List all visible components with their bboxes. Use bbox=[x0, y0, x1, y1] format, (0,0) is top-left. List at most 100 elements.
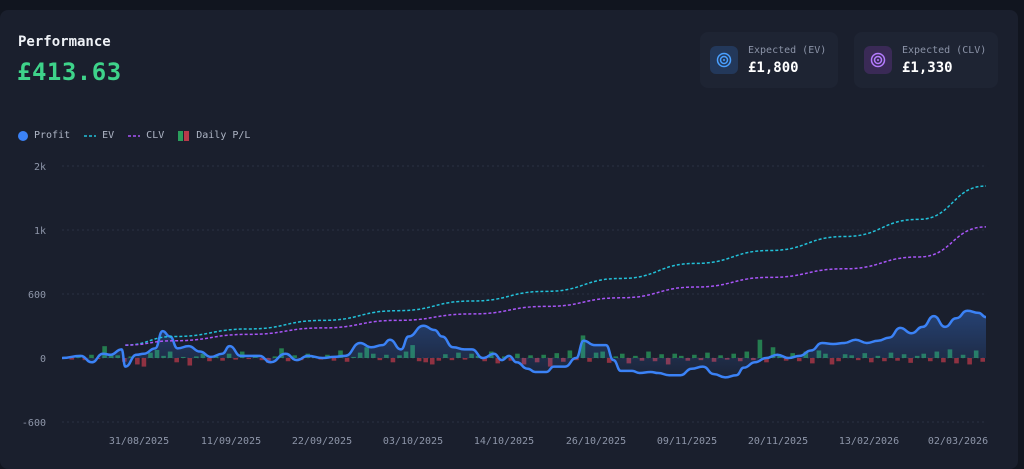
daily-pl-bar bbox=[285, 358, 291, 362]
daily-pl-bar bbox=[810, 358, 815, 364]
y-tick-label: 600 bbox=[28, 290, 46, 301]
profit-value: £413.63 bbox=[17, 58, 122, 86]
daily-pl-bar bbox=[141, 358, 147, 367]
x-tick-label: 31/08/2025 bbox=[109, 436, 169, 447]
daily-pl-bar bbox=[338, 350, 343, 358]
daily-pl-bar bbox=[770, 347, 776, 358]
daily-pl-bar bbox=[587, 358, 592, 362]
x-tick-label: 02/03/2026 bbox=[928, 436, 988, 447]
x-tick-label: 22/09/2025 bbox=[292, 436, 352, 447]
daily-pl-bar bbox=[757, 339, 763, 358]
daily-pl-bar bbox=[495, 358, 501, 364]
daily-pl-bar bbox=[967, 358, 972, 365]
daily-pl-bar bbox=[331, 358, 337, 361]
daily-pl-bar bbox=[390, 358, 396, 363]
ev-line bbox=[125, 185, 987, 346]
daily-pl-bar bbox=[377, 358, 383, 361]
x-tick-label: 14/10/2025 bbox=[474, 436, 534, 447]
target-icon bbox=[864, 46, 892, 74]
clv-stat-value: £1,330 bbox=[902, 59, 953, 76]
daily-pl-bar bbox=[895, 358, 900, 361]
daily-pl-bar bbox=[829, 358, 835, 365]
daily-pl-bar bbox=[718, 355, 723, 358]
daily-pl-bar bbox=[692, 354, 697, 358]
y-tick-label: -600 bbox=[22, 418, 46, 429]
x-tick-label: 11/09/2025 bbox=[201, 436, 261, 447]
clv-stat-card: Expected (CLV) £1,330 bbox=[854, 32, 998, 88]
daily-pl-bar bbox=[449, 358, 455, 361]
legend-label-daily-pl: Daily P/L bbox=[196, 130, 251, 141]
daily-pl-bar bbox=[233, 358, 238, 360]
legend-label-clv: CLV bbox=[146, 130, 165, 141]
x-tick-label: 26/10/2025 bbox=[566, 436, 626, 447]
daily-pl-bar bbox=[272, 356, 278, 358]
daily-pl-bar bbox=[855, 358, 861, 361]
daily-pl-bar bbox=[731, 353, 736, 358]
y-tick-label: 1k bbox=[34, 226, 46, 237]
daily-pl-bar bbox=[528, 355, 533, 358]
daily-pl-bar bbox=[502, 356, 507, 358]
y-tick-label: 2k bbox=[34, 162, 46, 173]
daily-pl-bar bbox=[541, 354, 546, 358]
daily-pl-bar bbox=[908, 358, 913, 363]
page-title: Performance bbox=[18, 34, 111, 50]
ev-stat-label: Expected (EV) bbox=[748, 44, 827, 56]
daily-pl-bar bbox=[128, 356, 134, 358]
daily-pl-bar bbox=[672, 353, 678, 358]
daily-pl-bar bbox=[246, 358, 252, 360]
daily-pl-bar bbox=[567, 350, 573, 358]
x-tick-label: 20/11/2025 bbox=[748, 436, 808, 447]
daily-pl-bar bbox=[423, 358, 428, 363]
profit-line bbox=[61, 309, 987, 379]
daily-pl-bar bbox=[135, 358, 140, 365]
profit-area bbox=[62, 310, 986, 378]
daily-pl-bar bbox=[633, 355, 638, 358]
daily-pl-bar bbox=[882, 358, 887, 362]
daily-pl-bar bbox=[436, 358, 442, 361]
clv-line bbox=[125, 226, 987, 346]
daily-pl-bar bbox=[554, 353, 560, 358]
daily-pl-bar bbox=[429, 358, 435, 365]
daily-pl-bar bbox=[174, 358, 179, 363]
daily-pl-bar bbox=[613, 356, 619, 358]
daily-pl-bar bbox=[102, 346, 107, 358]
daily-pl-bar bbox=[292, 355, 297, 358]
daily-pl-bar bbox=[705, 352, 710, 358]
daily-pl-bar bbox=[207, 358, 212, 362]
daily-pl-bar bbox=[783, 358, 789, 361]
legend-label-ev: EV bbox=[102, 130, 115, 141]
daily-pl-bar bbox=[279, 348, 284, 358]
daily-pl-bar bbox=[620, 353, 625, 358]
daily-pl-bar bbox=[659, 354, 664, 358]
performance-panel bbox=[0, 10, 1018, 469]
daily-pl-bar bbox=[89, 354, 94, 358]
daily-pl-bar bbox=[744, 351, 750, 358]
daily-pl-bar bbox=[416, 358, 422, 362]
legend-item-daily-pl[interactable]: Daily P/L bbox=[178, 130, 250, 141]
daily-pl-bar bbox=[796, 358, 802, 362]
daily-pl-bar bbox=[678, 355, 684, 358]
x-tick-label: 03/10/2025 bbox=[383, 436, 443, 447]
daily-pl-bar bbox=[606, 358, 612, 363]
legend-item-ev[interactable]: EV bbox=[84, 130, 114, 141]
daily-pl-bar bbox=[928, 358, 933, 362]
daily-pl-bar bbox=[187, 358, 193, 366]
x-tick-label: 09/11/2025 bbox=[657, 436, 717, 447]
legend-label-profit: Profit bbox=[34, 130, 71, 141]
legend-item-clv[interactable]: CLV bbox=[128, 130, 164, 141]
daily-pl-bar bbox=[344, 358, 350, 362]
clv-stat-label: Expected (CLV) bbox=[902, 44, 987, 56]
daily-pl-bar bbox=[941, 358, 946, 363]
y-tick-label: 0 bbox=[40, 354, 46, 365]
chart-legend: Profit EV CLV Daily P/L bbox=[18, 130, 264, 141]
daily-pl-bar bbox=[482, 358, 487, 362]
legend-item-profit[interactable]: Profit bbox=[18, 130, 70, 141]
ev-stat-card: Expected (EV) £1,800 bbox=[700, 32, 838, 88]
daily-pl-bar bbox=[790, 353, 795, 358]
daily-pl-bar bbox=[836, 358, 841, 362]
daily-pl-bar bbox=[220, 358, 225, 361]
daily-pl-bar bbox=[462, 358, 468, 360]
daily-pl-bar bbox=[954, 358, 959, 364]
daily-pl-bar bbox=[764, 358, 769, 363]
